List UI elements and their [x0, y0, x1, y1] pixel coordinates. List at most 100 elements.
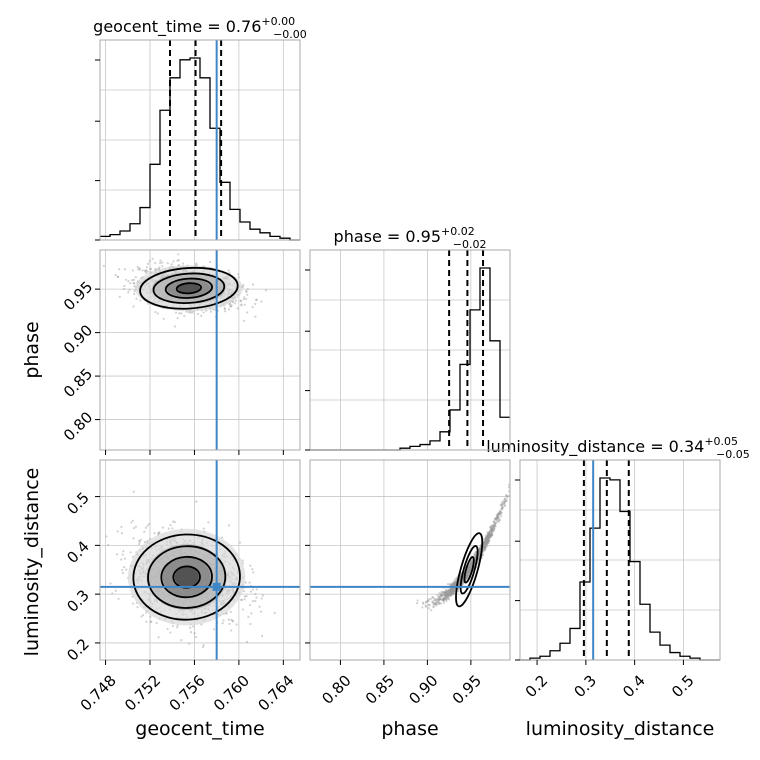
frame-geocent_time_vs_phase — [99, 249, 301, 451]
sample-point-phase_vs_luminosity_distance — [451, 588, 454, 592]
sample-point-phase_vs_luminosity_distance — [485, 538, 488, 541]
sample-point-phase_vs_luminosity_distance — [484, 537, 487, 540]
xtick-label-phase-1: 0.85 — [362, 672, 398, 708]
sample-point-phase_vs_luminosity_distance — [452, 580, 455, 584]
sample-point-phase_vs_luminosity_distance — [452, 582, 455, 585]
sample-point-phase_vs_luminosity_distance — [449, 589, 452, 593]
sample-point-phase_vs_luminosity_distance — [467, 572, 470, 575]
sample-point-phase_vs_luminosity_distance — [498, 519, 501, 522]
sample-point-phase_vs_luminosity_distance — [470, 564, 473, 567]
sample-point-geocent_time_vs_phase — [133, 282, 136, 285]
sample-point-phase_vs_luminosity_distance — [469, 568, 472, 571]
sample-point-geocent_time_vs_phase — [237, 276, 240, 279]
sample-point-phase_vs_luminosity_distance — [486, 544, 489, 547]
sample-point-phase_vs_luminosity_distance — [467, 568, 470, 571]
sample-point-geocent_time_vs_luminosity_distance — [240, 598, 244, 602]
sample-point-geocent_time_vs_phase — [180, 312, 183, 315]
sample-point-phase_vs_luminosity_distance — [454, 580, 457, 584]
sample-point-phase_vs_luminosity_distance — [483, 539, 486, 542]
sample-point-phase_vs_luminosity_distance — [449, 590, 453, 594]
sample-point-phase_vs_luminosity_distance — [484, 546, 487, 549]
sample-point-phase_vs_luminosity_distance — [473, 554, 476, 557]
sample-point-geocent_time_vs_luminosity_distance — [180, 639, 183, 642]
sample-point-phase_vs_luminosity_distance — [468, 565, 472, 568]
sample-point-geocent_time_vs_luminosity_distance — [136, 606, 139, 609]
sample-point-phase_vs_luminosity_distance — [432, 605, 435, 608]
sample-point-phase_vs_luminosity_distance — [486, 541, 489, 544]
sample-point-phase_vs_luminosity_distance — [466, 576, 469, 579]
sample-point-phase_vs_luminosity_distance — [467, 566, 471, 569]
sample-point-phase_vs_luminosity_distance — [468, 566, 471, 570]
sample-point-phase_vs_luminosity_distance — [439, 595, 442, 598]
sample-point-phase_vs_luminosity_distance — [485, 536, 488, 539]
sample-point-geocent_time_vs_luminosity_distance — [176, 626, 179, 629]
sample-point-phase_vs_luminosity_distance — [482, 546, 485, 549]
sample-point-geocent_time_vs_phase — [117, 275, 120, 278]
sample-point-geocent_time_vs_luminosity_distance — [129, 551, 132, 554]
sample-point-phase_vs_luminosity_distance — [484, 541, 487, 544]
sample-point-geocent_time_vs_luminosity_distance — [138, 540, 141, 543]
sample-point-phase_vs_luminosity_distance — [449, 591, 453, 594]
sample-point-phase_vs_luminosity_distance — [468, 566, 471, 569]
sample-point-phase_vs_luminosity_distance — [466, 573, 469, 577]
sample-point-geocent_time_vs_phase — [202, 311, 205, 314]
sample-point-phase_vs_luminosity_distance — [491, 530, 494, 533]
sample-point-geocent_time_vs_luminosity_distance — [171, 527, 174, 530]
sample-point-phase_vs_luminosity_distance — [492, 520, 495, 523]
sample-point-phase_vs_luminosity_distance — [469, 563, 472, 566]
sample-point-phase_vs_luminosity_distance — [486, 535, 490, 538]
sample-point-geocent_time_vs_phase — [136, 266, 139, 269]
sample-point-geocent_time_vs_luminosity_distance — [192, 625, 195, 628]
sample-point-geocent_time_vs_luminosity_distance — [247, 615, 250, 619]
sample-point-phase_vs_luminosity_distance — [452, 583, 456, 586]
sample-point-phase_vs_luminosity_distance — [496, 513, 500, 516]
sample-point-phase_vs_luminosity_distance — [486, 538, 489, 541]
xtick-label-geocent_time-3: 0.760 — [210, 672, 253, 715]
sample-point-phase_vs_luminosity_distance — [499, 513, 503, 516]
sample-point-geocent_time_vs_phase — [146, 270, 149, 273]
sample-point-phase_vs_luminosity_distance — [440, 593, 443, 596]
sample-point-geocent_time_vs_phase — [144, 270, 148, 273]
sample-point-phase_vs_luminosity_distance — [451, 590, 455, 593]
sample-point-phase_vs_luminosity_distance — [449, 583, 453, 586]
sample-point-phase_vs_luminosity_distance — [440, 590, 443, 593]
sample-point-phase_vs_luminosity_distance — [501, 504, 504, 507]
sample-point-geocent_time_vs_phase — [118, 295, 121, 298]
sample-point-phase_vs_luminosity_distance — [443, 591, 446, 594]
sample-point-geocent_time_vs_luminosity_distance — [173, 521, 177, 524]
sample-point-phase_vs_luminosity_distance — [491, 527, 494, 530]
sample-point-phase_vs_luminosity_distance — [487, 533, 490, 536]
sample-point-phase_vs_luminosity_distance — [424, 605, 427, 608]
sample-point-geocent_time_vs_phase — [233, 302, 237, 305]
sample-point-phase_vs_luminosity_distance — [487, 540, 490, 543]
sample-point-geocent_time_vs_luminosity_distance — [167, 527, 170, 530]
sample-point-phase_vs_luminosity_distance — [485, 534, 488, 537]
sample-point-phase_vs_luminosity_distance — [491, 524, 495, 527]
sample-point-phase_vs_luminosity_distance — [466, 570, 469, 573]
sample-point-phase_vs_luminosity_distance — [482, 544, 486, 548]
frame-luminosity_distance — [519, 459, 721, 661]
sample-point-phase_vs_luminosity_distance — [434, 604, 438, 607]
sample-point-phase_vs_luminosity_distance — [453, 583, 456, 586]
sample-point-geocent_time_vs_phase — [223, 307, 226, 311]
sample-point-phase_vs_luminosity_distance — [490, 530, 494, 533]
sample-point-geocent_time_vs_luminosity_distance — [249, 590, 252, 593]
sample-point-phase_vs_luminosity_distance — [449, 583, 452, 586]
sample-point-geocent_time_vs_luminosity_distance — [238, 541, 242, 544]
sample-point-geocent_time_vs_phase — [128, 288, 131, 291]
sample-point-phase_vs_luminosity_distance — [445, 592, 448, 595]
sample-point-geocent_time_vs_luminosity_distance — [150, 620, 153, 623]
sample-point-geocent_time_vs_phase — [176, 317, 179, 320]
sample-point-phase_vs_luminosity_distance — [416, 599, 419, 602]
sample-point-geocent_time_vs_phase — [223, 307, 227, 310]
sample-point-geocent_time_vs_phase — [123, 284, 126, 288]
sample-point-geocent_time_vs_luminosity_distance — [189, 631, 193, 634]
sample-point-phase_vs_luminosity_distance — [485, 542, 489, 545]
sample-point-phase_vs_luminosity_distance — [450, 589, 454, 593]
sample-point-phase_vs_luminosity_distance — [487, 536, 490, 540]
sample-point-phase_vs_luminosity_distance — [490, 527, 493, 531]
sample-point-phase_vs_luminosity_distance — [498, 513, 501, 516]
sample-point-phase_vs_luminosity_distance — [451, 589, 454, 592]
sample-point-geocent_time_vs_phase — [230, 305, 233, 308]
sample-point-phase_vs_luminosity_distance — [492, 526, 495, 530]
